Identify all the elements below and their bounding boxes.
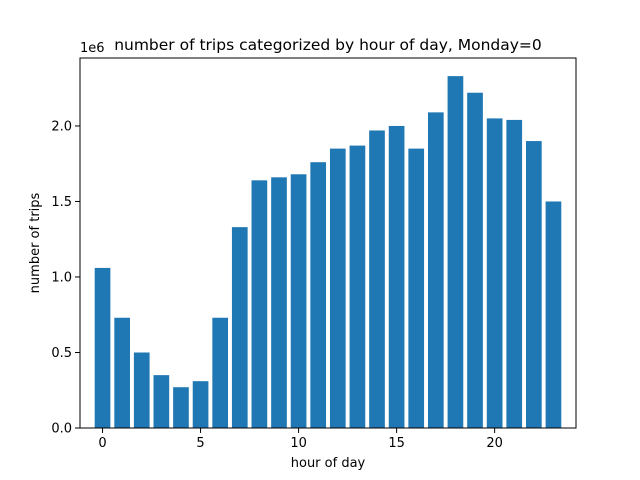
bar-hour-0	[94, 267, 111, 428]
y-tick-label: 0.5	[51, 346, 72, 361]
bar-hour-7	[231, 227, 248, 428]
bar-hour-11	[310, 162, 327, 428]
bar-hour-14	[369, 130, 385, 429]
bar-hour-6	[212, 317, 229, 428]
x-tick-label: 10	[290, 436, 307, 451]
bar-hour-23	[545, 201, 562, 428]
x-tick-label: 5	[196, 436, 204, 451]
bar-hour-16	[408, 148, 425, 429]
y-offset-label: 1e6	[80, 41, 105, 56]
y-tick-label: 1.0	[51, 270, 72, 285]
bar-hour-19	[467, 92, 483, 428]
bar-hour-5	[192, 381, 209, 428]
y-axis-label: number of trips	[28, 192, 43, 293]
y-tick-label: 1.5	[51, 195, 72, 210]
x-axis-label: hour of day	[291, 456, 366, 471]
plot-frame	[79, 57, 577, 429]
bar-hour-3	[153, 375, 170, 428]
bar-hour-10	[290, 174, 307, 428]
bar-hour-22	[526, 141, 542, 428]
x-tick-label: 20	[486, 436, 503, 451]
bar-hour-9	[271, 177, 287, 428]
bar-hour-1	[114, 317, 130, 428]
bar-hour-18	[447, 76, 464, 429]
bar-hour-20	[486, 118, 503, 428]
bar-hour-4	[173, 387, 189, 428]
bar-hour-2	[133, 352, 150, 428]
x-tick-label: 15	[388, 436, 405, 451]
bars-group	[94, 76, 562, 429]
bar-hour-15	[388, 125, 405, 429]
x-axis: 0 5 10 15 20	[98, 428, 503, 451]
bar-hour-17	[427, 112, 444, 429]
x-tick-label: 0	[98, 436, 106, 451]
bar-hour-12	[329, 148, 346, 429]
bar-hour-8	[251, 180, 268, 428]
bar-hour-21	[506, 119, 523, 429]
y-tick-label: 2.0	[51, 119, 72, 134]
bar-hour-13	[349, 145, 366, 428]
chart-title: number of trips categorized by hour of d…	[114, 36, 542, 54]
y-tick-label: 0.0	[51, 422, 72, 437]
y-axis: 0.0 0.5 1.0 1.5 2.0	[51, 119, 80, 437]
